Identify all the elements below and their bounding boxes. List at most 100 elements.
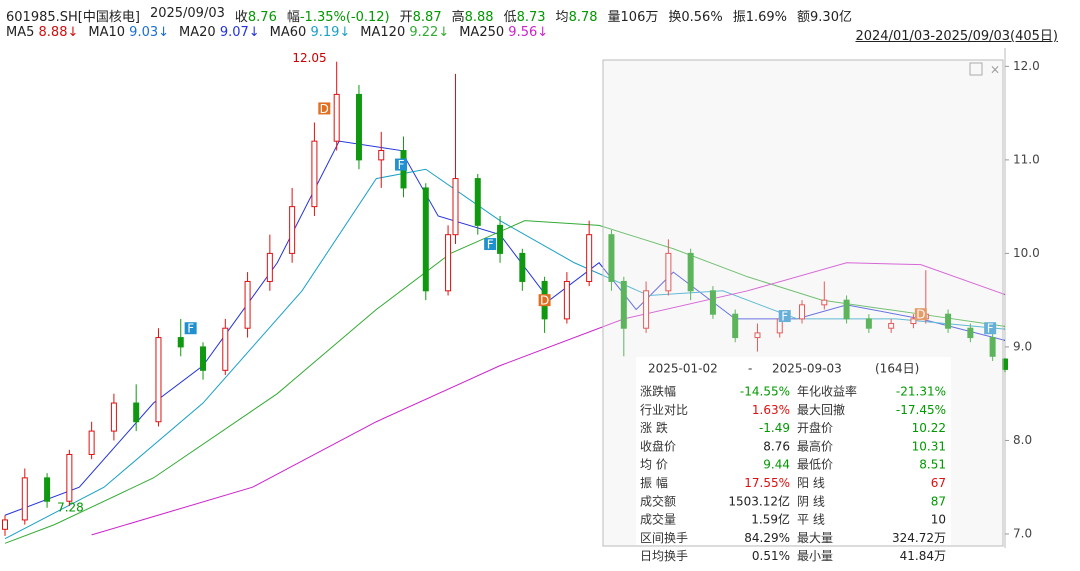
candle-body (44, 477, 51, 502)
signal-flag-label: F (398, 158, 405, 172)
candle-body (2, 519, 8, 530)
candle-body (222, 327, 229, 371)
y-tick-label: 12.0 (1013, 59, 1040, 73)
candle-body (21, 477, 28, 521)
signal-flag (538, 294, 551, 307)
signal-flag-label: D (916, 308, 925, 322)
price-annotation: 7.28 (57, 500, 84, 514)
signal-flag (914, 308, 927, 321)
stats-value: 1503.12亿 (728, 493, 790, 508)
quote-item: 量106万 (608, 6, 659, 25)
quote-label: 额 (797, 10, 811, 25)
candle-body (665, 252, 672, 292)
candle-body (378, 150, 385, 161)
quote-label: 高 (451, 10, 465, 25)
stats-label: 平 线 (797, 513, 825, 527)
candle-body (967, 327, 974, 339)
candle-body (945, 313, 952, 329)
stats-label: 行业对比 (640, 403, 688, 417)
stats-label: 最大量 (797, 531, 833, 545)
stats-table-bg (636, 357, 951, 545)
ma-item: MA120 9.22↓ (360, 25, 449, 40)
stats-value: 87 (931, 494, 946, 508)
stats-label: 最小量 (797, 549, 833, 563)
candle-body (244, 280, 251, 329)
stats-value: 0.51% (752, 549, 790, 563)
stats-value: 1.59亿 (751, 512, 790, 527)
quote-item: 均8.78 (556, 6, 598, 25)
stats-label: 最低价 (797, 458, 833, 472)
candle-body (311, 140, 318, 208)
stats-sep: - (748, 362, 752, 376)
signal-flag-label: D (540, 294, 549, 308)
stats-label: 开盘价 (797, 420, 833, 435)
candle-body (519, 252, 526, 282)
stats-days: (164日) (875, 362, 919, 376)
stats-value: 10.31 (912, 439, 946, 453)
candle-body (754, 332, 761, 339)
stats-value: 67 (931, 476, 946, 490)
quote-label: 开 (399, 10, 413, 25)
ma-value: 9.19↓ (310, 25, 351, 40)
y-tick-label: 8.0 (1013, 433, 1032, 447)
candle-body (687, 252, 694, 292)
quote-item: 开8.87 (400, 6, 442, 25)
stats-label: 最高价 (797, 438, 833, 453)
quote-item: 幅-1.35%(-0.12) (287, 6, 390, 25)
signal-flag (184, 322, 197, 335)
candle-body (200, 346, 207, 371)
candle-body (110, 402, 117, 432)
quote-item: 换0.56% (668, 6, 722, 25)
quote-item: 低8.73 (504, 6, 546, 25)
quote-value: 8.78 (568, 10, 598, 25)
candle-body (865, 318, 872, 329)
y-tick-label: 9.0 (1013, 339, 1032, 353)
stats-label: 收盘价 (640, 438, 676, 453)
candle-body (586, 234, 593, 282)
candle-body (333, 93, 340, 142)
quote-value: 8.88 (464, 10, 494, 25)
quote-label: 换 (668, 10, 682, 25)
ma-legend: MA5 8.88↓ MA10 9.03↓ MA20 9.07↓ MA60 9.19↓ M… (6, 25, 548, 40)
ma-item: MA20 9.07↓ (179, 25, 260, 40)
stats-value: 1.63% (752, 403, 790, 417)
quote-value: 8.73 (516, 10, 546, 25)
ma-label: MA250 (459, 25, 505, 40)
signal-flag-label: F (781, 310, 788, 324)
ma-value: 9.22↓ (409, 25, 450, 40)
stats-value: -17.45% (896, 403, 946, 417)
candle-body (66, 453, 73, 502)
candle-body (474, 178, 481, 226)
stats-value: 84.29% (744, 531, 790, 545)
candle-body (989, 337, 996, 357)
stats-value: 10 (931, 513, 946, 527)
signal-flag (484, 238, 497, 251)
candle-body (910, 318, 917, 325)
quote-item: 收8.76 (235, 6, 277, 25)
candle-body (732, 313, 739, 339)
quote-label: 低 (503, 10, 517, 25)
ma-label: MA10 (88, 25, 126, 40)
stats-label: 阴 线 (797, 494, 825, 508)
stats-start: 2025-01-02 (648, 362, 718, 376)
stats-label: 均 价 (640, 458, 668, 472)
quote-item: 额9.30亿 (797, 6, 852, 25)
signal-flag-label: F (187, 322, 194, 336)
stats-value: 8.51 (919, 458, 946, 472)
ma-value: 9.56↓ (508, 25, 549, 40)
y-tick-label: 10.0 (1013, 246, 1040, 260)
quote-label: 量 (607, 10, 621, 25)
stats-label: 成交额 (640, 493, 676, 508)
stats-value: 324.72万 (892, 531, 946, 545)
candle-body (643, 290, 650, 329)
stats-value: -1.49 (759, 421, 790, 435)
candle-body (422, 187, 429, 292)
ma-value: 8.88↓ (38, 25, 79, 40)
ma-label: MA5 (6, 25, 35, 40)
ma-label: MA60 (269, 25, 307, 40)
stats-label: 涨跌幅 (640, 384, 676, 399)
quote-value: 1.69% (745, 10, 788, 25)
date-range[interactable]: 2024/01/03-2025/09/03(405日) (855, 29, 1058, 44)
ma-item: MA10 9.03↓ (88, 25, 169, 40)
